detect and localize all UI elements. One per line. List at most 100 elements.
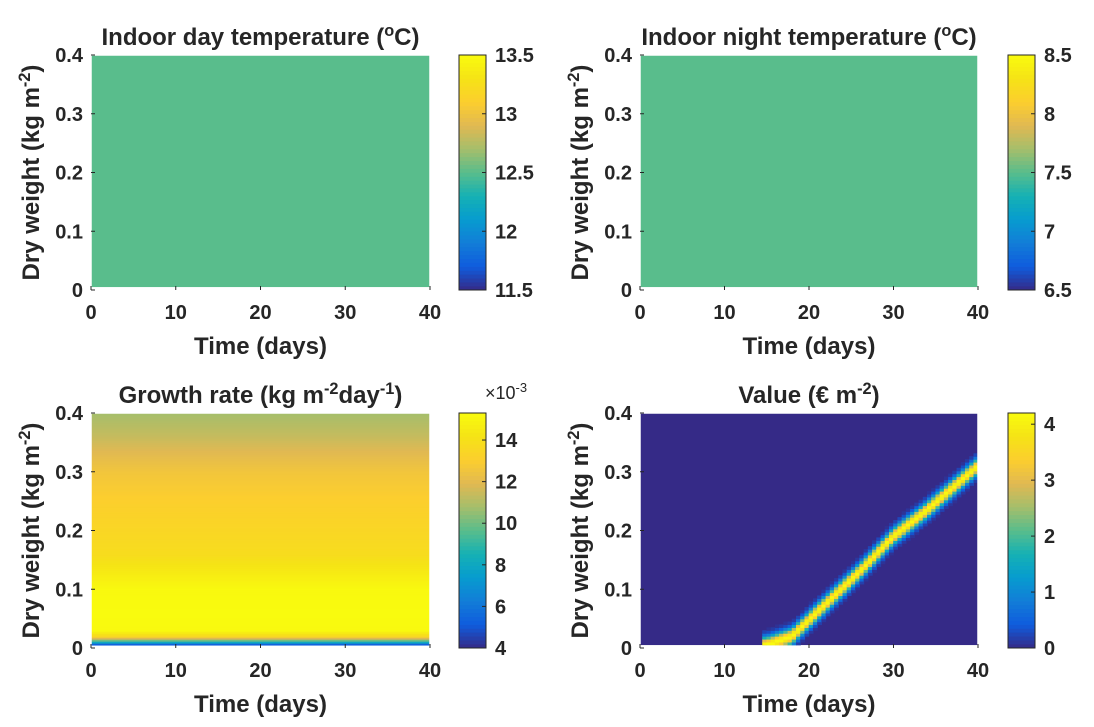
heatmap-cell — [91, 628, 430, 632]
heatmap-cell — [876, 557, 882, 562]
heatmap-cell — [91, 550, 430, 554]
heatmap-cell — [935, 499, 941, 504]
heatmap-cell — [897, 531, 903, 536]
heatmap-cell — [931, 514, 937, 518]
colorbar-segment — [1008, 207, 1035, 212]
heatmap-cell — [914, 508, 920, 512]
x-tick-label: 20 — [249, 660, 271, 682]
heatmap-cell — [969, 470, 975, 475]
heatmap-cell — [91, 552, 430, 556]
heatmap-cell — [855, 557, 860, 562]
colorbar-segment — [1008, 262, 1035, 267]
colorbar-segment — [1008, 211, 1035, 216]
colorbar-segment — [459, 58, 486, 64]
chart-title-part: day — [339, 382, 381, 409]
heatmap-cell — [91, 516, 430, 520]
heatmap-cell — [914, 520, 920, 524]
colorbar-segment — [459, 207, 486, 212]
heatmap-cell — [893, 537, 899, 541]
colorbar-segment — [459, 152, 486, 158]
heatmap-cell — [91, 495, 430, 499]
heatmap-cell — [901, 531, 907, 536]
heatmap-cell — [791, 638, 797, 643]
heatmap-cell — [779, 641, 784, 646]
colorbar-segment — [1008, 467, 1035, 473]
heatmap-cell — [91, 542, 430, 546]
heatmap-cell — [863, 563, 869, 568]
heatmap-cell — [901, 514, 907, 518]
heatmap-cell — [829, 595, 835, 599]
colorbar-segment — [459, 156, 486, 162]
heatmap-cell — [808, 624, 814, 628]
x-tick-label: 40 — [967, 302, 989, 324]
heatmap-cell — [783, 633, 789, 637]
heatmap-cell — [796, 618, 801, 623]
x-tick-label: 20 — [249, 302, 271, 324]
heatmap-cell — [91, 424, 430, 428]
colorbar-segment — [1008, 596, 1035, 602]
heatmap-cell — [863, 569, 869, 573]
heatmap-cell — [91, 638, 430, 642]
heatmap-cell — [91, 463, 430, 467]
heatmap-cell — [91, 603, 430, 607]
colorbar-segment — [1008, 447, 1035, 453]
heatmap-cell — [969, 482, 975, 486]
heatmap-cell — [808, 612, 814, 617]
heatmap-cell — [952, 499, 958, 504]
colorbar-segment — [459, 180, 486, 185]
heatmap-cell — [965, 464, 970, 469]
colorbar-segment — [459, 459, 486, 465]
colorbar-segment — [459, 471, 486, 476]
colorbar-segment — [459, 475, 486, 480]
heatmap-cell — [927, 511, 932, 515]
heatmap-cell — [91, 534, 430, 538]
heatmap-cell — [91, 632, 430, 636]
heatmap-cell — [762, 636, 768, 640]
heatmap-cell — [969, 479, 975, 483]
heatmap-cell — [91, 556, 430, 560]
heatmap-cell — [863, 551, 869, 556]
colorbar-segment — [459, 113, 486, 118]
heatmap-cell — [91, 469, 430, 473]
heatmap-cell — [825, 598, 831, 602]
heatmap-cell — [800, 636, 806, 640]
heatmap-cell — [91, 636, 430, 640]
heatmap-cell — [783, 627, 789, 631]
heatmap-field — [91, 55, 430, 288]
heatmap-cell — [939, 499, 945, 504]
heatmap-cell — [910, 522, 915, 527]
heatmap-cell — [821, 618, 827, 623]
heatmap-cell — [91, 504, 430, 508]
heatmap-cell — [850, 569, 856, 573]
heatmap-cell — [770, 633, 776, 637]
colorbar-segment — [459, 82, 486, 87]
heatmap-cell — [922, 517, 928, 521]
colorbar-segment — [1008, 191, 1035, 197]
heatmap-cell — [804, 633, 810, 637]
heatmap-cell — [939, 493, 945, 498]
y-axis-label-part: Dry weight (kg m — [18, 87, 45, 280]
heatmap-cell — [829, 592, 835, 597]
heatmap-cell — [91, 471, 430, 475]
colorbar-segment — [459, 428, 486, 433]
heatmap-cell — [91, 599, 430, 603]
x-tick-label: 10 — [165, 660, 187, 682]
colorbar-segment — [1008, 412, 1035, 418]
colorbar-segment — [1008, 553, 1035, 559]
heatmap-cell — [969, 462, 975, 466]
heatmap-cell — [973, 467, 979, 472]
colorbar-multiplier-exp: -3 — [516, 380, 528, 395]
colorbar-segment — [1008, 620, 1035, 625]
heatmap-cell — [965, 476, 970, 481]
heatmap-cell — [91, 613, 430, 617]
heatmap-cell — [876, 537, 882, 541]
colorbar-segment — [1008, 176, 1035, 181]
heatmap-cell — [779, 630, 784, 634]
heatmap-cell — [838, 583, 844, 588]
heatmap-cell — [855, 575, 860, 579]
heatmap-cell — [905, 522, 911, 527]
heatmap-cell — [905, 517, 911, 521]
heatmap-cell — [943, 502, 949, 507]
y-axis-label: Dry weight (kg m-2) — [16, 65, 45, 281]
